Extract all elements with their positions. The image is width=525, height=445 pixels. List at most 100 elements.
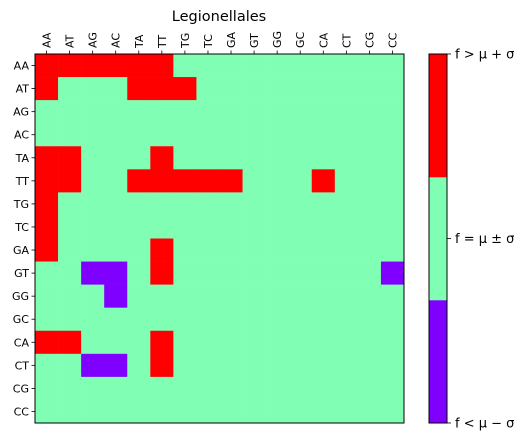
heatmap-cell bbox=[288, 238, 313, 262]
heatmap-cell bbox=[173, 307, 197, 332]
heatmap-cell bbox=[127, 353, 151, 378]
heatmap-cell bbox=[58, 330, 82, 355]
heatmap-cell bbox=[288, 215, 313, 239]
heatmap-cell bbox=[150, 100, 174, 124]
heatmap-cell bbox=[288, 284, 313, 308]
heatmap-cell bbox=[127, 284, 151, 308]
heatmap-cell bbox=[334, 215, 359, 239]
y-tick-label: TG bbox=[13, 198, 29, 211]
heatmap-cell bbox=[35, 77, 59, 101]
heatmap-cell bbox=[219, 77, 243, 101]
heatmap-cell bbox=[35, 54, 59, 78]
heatmap-cell bbox=[196, 399, 220, 424]
heatmap-cell bbox=[127, 146, 151, 170]
heatmap-cell bbox=[288, 307, 313, 332]
heatmap-cell bbox=[380, 330, 405, 355]
heatmap-cell bbox=[334, 261, 359, 285]
heatmap-cell bbox=[35, 284, 59, 308]
heatmap-cell bbox=[265, 399, 289, 424]
heatmap-cell bbox=[219, 284, 243, 308]
heatmap-cell bbox=[219, 353, 243, 378]
heatmap-cell bbox=[311, 330, 336, 355]
heatmap-cell bbox=[311, 146, 336, 170]
heatmap-cell bbox=[311, 169, 336, 193]
heatmap-cell bbox=[196, 215, 220, 239]
heatmap-cell bbox=[58, 54, 82, 78]
heatmap-cell bbox=[173, 100, 197, 124]
heatmap-cell bbox=[334, 100, 359, 124]
x-tick-label: TA bbox=[133, 34, 146, 49]
heatmap-cell bbox=[219, 54, 243, 78]
heatmap-cell bbox=[58, 146, 82, 170]
heatmap-cell bbox=[357, 77, 382, 101]
heatmap-cell bbox=[334, 376, 359, 401]
x-tick-label: TG bbox=[179, 33, 192, 49]
heatmap-cell bbox=[150, 307, 174, 332]
heatmap-cell bbox=[81, 77, 105, 101]
y-tick-label: TC bbox=[14, 221, 29, 234]
colorbar-tick-label: f = μ ± σ bbox=[455, 232, 514, 247]
heatmap-cell bbox=[265, 261, 289, 285]
heatmap-cell bbox=[104, 146, 128, 170]
heatmap-cell bbox=[242, 215, 266, 239]
heatmap-cell bbox=[265, 77, 289, 101]
heatmap-cell bbox=[196, 54, 220, 78]
heatmap-cell bbox=[311, 123, 336, 147]
heatmap-cell bbox=[334, 284, 359, 308]
heatmap-cell bbox=[150, 238, 174, 262]
x-tick-label: CT bbox=[340, 33, 353, 48]
heatmap-cell bbox=[81, 123, 105, 147]
heatmap-cell bbox=[127, 54, 151, 78]
heatmap-cell bbox=[35, 215, 59, 239]
heatmap-cell bbox=[104, 261, 128, 285]
heatmap-cell bbox=[219, 100, 243, 124]
heatmap-cell bbox=[58, 192, 82, 216]
heatmap-cell bbox=[81, 376, 105, 401]
heatmap-cell bbox=[173, 261, 197, 285]
heatmap-cell bbox=[288, 330, 313, 355]
heatmap-cell bbox=[173, 77, 197, 101]
heatmap-cell bbox=[150, 261, 174, 285]
heatmap-cell bbox=[58, 169, 82, 193]
heatmap-cell bbox=[265, 284, 289, 308]
colorbar-band bbox=[429, 177, 447, 301]
heatmap-cell bbox=[265, 330, 289, 355]
heatmap-cell bbox=[150, 376, 174, 401]
heatmap-cell bbox=[150, 77, 174, 101]
heatmap-cell bbox=[242, 192, 266, 216]
heatmap-cell bbox=[311, 353, 336, 378]
heatmap-cell bbox=[150, 399, 174, 424]
heatmap-cell bbox=[58, 100, 82, 124]
colorbar-tick-label: f < μ − σ bbox=[455, 417, 514, 432]
colorbar-band bbox=[429, 54, 447, 178]
heatmap-cell bbox=[150, 54, 174, 78]
x-tick-label: GA bbox=[225, 31, 238, 48]
heatmap-cell bbox=[334, 330, 359, 355]
heatmap-cell bbox=[380, 54, 405, 78]
heatmap-cell bbox=[35, 330, 59, 355]
heatmap-cell bbox=[35, 100, 59, 124]
heatmap-cell bbox=[127, 192, 151, 216]
x-tick-label: AA bbox=[41, 32, 54, 48]
heatmap-cell bbox=[81, 284, 105, 308]
heatmap-cell bbox=[334, 77, 359, 101]
heatmap-cell bbox=[104, 353, 128, 378]
y-tick-label: GA bbox=[13, 244, 30, 257]
y-tick-label: CT bbox=[15, 359, 30, 372]
heatmap-cell bbox=[311, 215, 336, 239]
heatmap-cell bbox=[81, 399, 105, 424]
heatmap-cell bbox=[58, 123, 82, 147]
heatmap-cell bbox=[357, 54, 382, 78]
heatmap-cell bbox=[35, 376, 59, 401]
heatmap-cell bbox=[219, 399, 243, 424]
heatmap-cell bbox=[219, 261, 243, 285]
colorbar-band bbox=[429, 300, 447, 424]
heatmap-cell bbox=[265, 307, 289, 332]
heatmap-cell bbox=[242, 353, 266, 378]
heatmap-cell bbox=[173, 284, 197, 308]
heatmap-cell bbox=[380, 100, 405, 124]
heatmap-cell bbox=[380, 376, 405, 401]
heatmap-cell bbox=[288, 399, 313, 424]
x-tick-label: GG bbox=[271, 31, 284, 48]
heatmap-cell bbox=[334, 54, 359, 78]
